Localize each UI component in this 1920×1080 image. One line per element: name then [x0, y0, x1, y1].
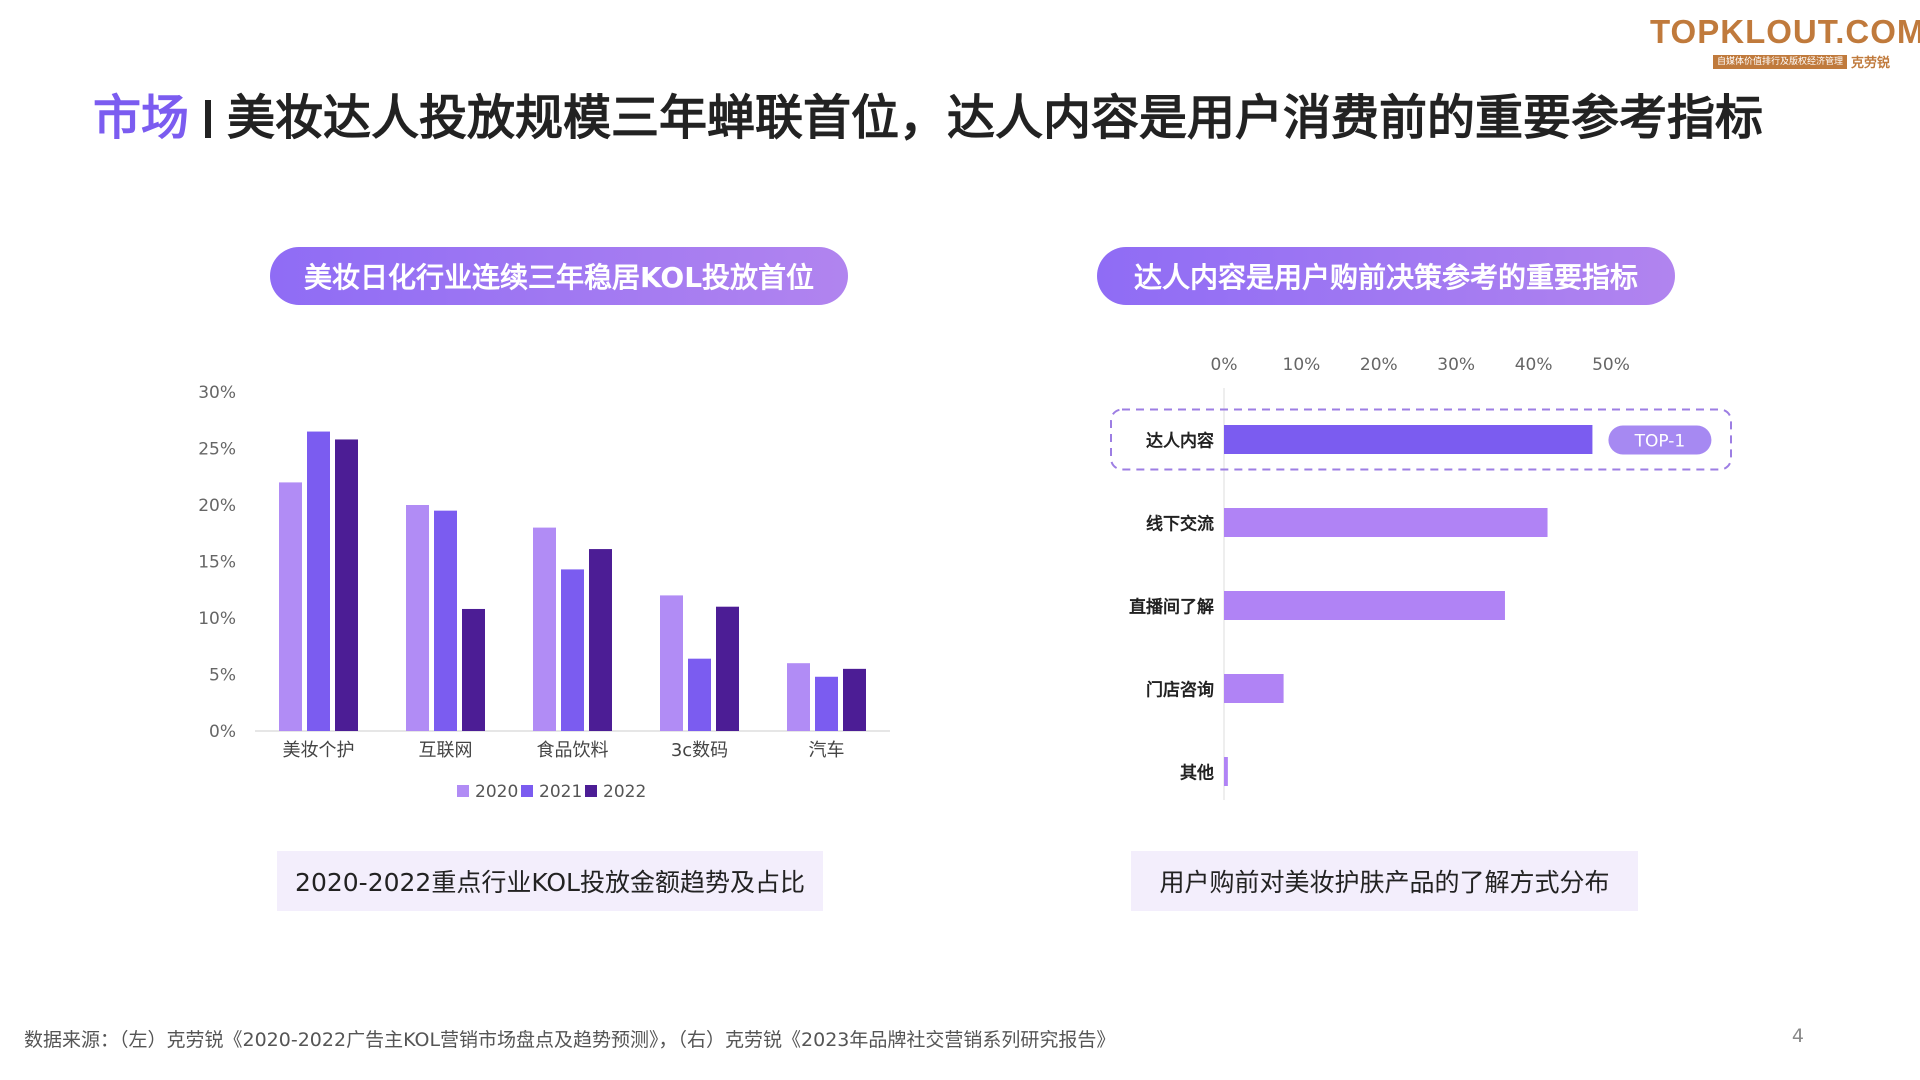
logo-subline: 自媒体价值排行及版权经济管理 克劳锐 — [1650, 52, 1890, 71]
x-tick-label: 0% — [1211, 355, 1238, 375]
logo-wordmark: TOPKLOUT.COM — [1650, 13, 1920, 50]
legend: 2020 2021 2022 — [457, 782, 646, 802]
topklout-logo: TOPKLOUT.COM 自媒体价值排行及版权经济管理 克劳锐 — [1650, 13, 1920, 72]
x-category-label: 食品饮料 — [537, 740, 609, 761]
legend-label: 2022 — [603, 782, 646, 802]
category-label: 线下交流 — [1146, 514, 1214, 535]
page-number: 4 — [1791, 1025, 1804, 1047]
y-tick-label: 0% — [209, 722, 236, 742]
y-tick-label: 25% — [198, 440, 236, 460]
bar-2020 — [787, 663, 810, 731]
left-chart-heading-pill: 美妆日化行业连续三年稳居KOL投放首位 — [270, 247, 848, 305]
category-label: 门店咨询 — [1146, 680, 1214, 701]
bar-2022 — [843, 668, 866, 731]
bar-5 — [1224, 757, 1228, 786]
y-tick-label: 30% — [198, 383, 236, 403]
bar-2021 — [434, 510, 457, 731]
right-chart-caption: 用户购前对美妆护肤产品的了解方式分布 — [1131, 851, 1638, 911]
x-category-label: 汽车 — [809, 740, 845, 761]
section-tag: 市场 — [93, 90, 190, 146]
title-divider — [205, 100, 212, 138]
legend-label: 2021 — [539, 782, 582, 802]
category-label: 其他 — [1180, 763, 1214, 784]
bar-2020 — [660, 595, 683, 731]
highlight-dashed-frame — [1110, 408, 1732, 471]
bar-2020 — [406, 505, 429, 731]
x-category-label: 3c数码 — [671, 740, 728, 761]
bar-2020 — [279, 482, 302, 731]
logo-brand-name: 克劳锐 — [1850, 56, 1890, 71]
y-tick-label: 15% — [198, 553, 236, 573]
y-tick-label: 5% — [209, 666, 236, 686]
x-category-label: 互联网 — [419, 740, 473, 761]
category-label: 直播间了解 — [1129, 597, 1214, 618]
bar-1 — [1224, 425, 1593, 454]
bar-2 — [1224, 508, 1548, 537]
bar-2020 — [533, 527, 556, 731]
legend-swatch — [457, 785, 469, 797]
x-tick-label: 50% — [1592, 355, 1630, 375]
legend-swatch — [585, 785, 597, 797]
legend-swatch — [521, 785, 533, 797]
bar-2021 — [561, 569, 584, 731]
x-category-label: 美妆个护 — [283, 740, 355, 761]
title-text: 美妆达人投放规模三年蝉联首位，达人内容是用户消费前的重要参考指标 — [227, 90, 1764, 146]
right-chart-heading-pill: 达人内容是用户购前决策参考的重要指标 — [1097, 247, 1675, 305]
y-tick-label: 20% — [198, 496, 236, 516]
category-label: 达人内容 — [1146, 431, 1214, 452]
logo-tagline: 自媒体价值排行及版权经济管理 — [1712, 54, 1847, 69]
page-title: 市场 美妆达人投放规模三年蝉联首位，达人内容是用户消费前的重要参考指标 — [93, 86, 1763, 150]
bar-2022 — [716, 606, 739, 731]
bar-3 — [1224, 591, 1505, 620]
x-tick-label: 30% — [1437, 355, 1475, 375]
user-research-bar-chart: 0% 10% 20% 30% 40% 50% TOP-1 达人内容线下交流直播间了解门店咨询其… — [1110, 355, 1732, 800]
bar-2021 — [307, 431, 330, 731]
industry-kol-bar-chart: 0% 5% 10% 15% 20% 25% 30% 美妆个护 互联网 食品饮料 3c数码 汽车 2020… — [198, 383, 890, 802]
bar-2022 — [462, 608, 485, 731]
bar-2021 — [688, 658, 711, 731]
bar-4 — [1224, 674, 1284, 703]
data-source-note: 数据来源：（左）克劳锐《2020-2022广告主KOL营销市场盘点及趋势预测》，… — [24, 1029, 1116, 1051]
bar-2022 — [589, 549, 612, 731]
x-tick-label: 20% — [1360, 355, 1398, 375]
bar-2021 — [815, 676, 838, 731]
x-tick-label: 10% — [1283, 355, 1321, 375]
top-badge-label: TOP-1 — [1634, 432, 1686, 452]
bar-2022 — [335, 439, 358, 731]
legend-label: 2020 — [475, 782, 518, 802]
top-badge — [1608, 425, 1712, 455]
y-tick-label: 10% — [198, 609, 236, 629]
left-chart-caption: 2020-2022重点行业KOL投放金额趋势及占比 — [277, 851, 823, 911]
x-tick-label: 40% — [1515, 355, 1553, 375]
